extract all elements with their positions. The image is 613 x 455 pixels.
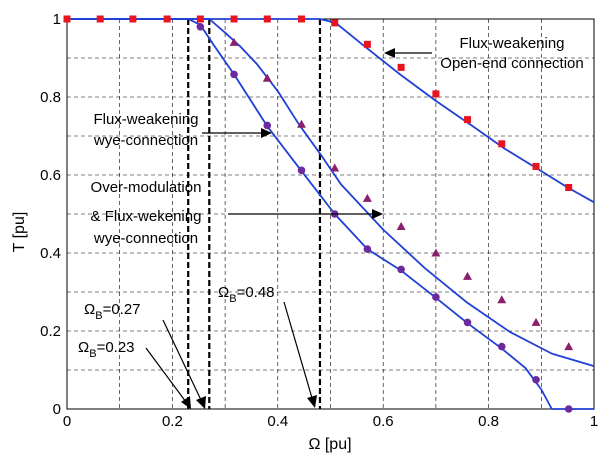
square-marker (432, 90, 440, 98)
circle-marker (230, 70, 238, 79)
annot-omega-048: ΩB=0.48 (218, 284, 275, 305)
circle-marker (263, 121, 272, 130)
omega-023-value: =0.23 (97, 339, 135, 356)
square-marker (464, 116, 472, 124)
arrowhead-overmod (372, 209, 383, 219)
y-tick-label: 0.4 (40, 245, 61, 262)
triangle-marker (396, 221, 406, 230)
annot-overmod-line2: & Flux-wekening (91, 208, 202, 225)
annot-open-end-line1: Flux-weakening (459, 35, 564, 52)
omega-048-symbol: Ω (218, 284, 229, 301)
square-marker (196, 15, 204, 23)
triangle-marker (362, 193, 372, 202)
plot-frame (66, 18, 595, 410)
annot-open-end-line2: Open-end connection (440, 55, 583, 72)
arrowhead-omega-027 (196, 396, 206, 409)
circle-marker (297, 166, 306, 175)
triangle-marker (297, 119, 307, 128)
omega-027-value: =0.27 (103, 301, 141, 318)
series-line-square (67, 18, 595, 204)
x-tick-label: 0 (63, 413, 71, 430)
triangle-marker (463, 271, 473, 280)
circle-marker (564, 405, 573, 413)
square-marker (163, 15, 171, 23)
annot-wye-line2: wye-connection (93, 132, 198, 149)
y-tick-label: 0.8 (40, 89, 61, 106)
triangle-marker (531, 317, 541, 326)
triangle-marker (262, 73, 272, 82)
arrow-omega-048 (283, 301, 313, 399)
y-tick-label: 0.2 (40, 323, 61, 340)
circle-marker (532, 375, 540, 384)
annotations: Flux-weakening Open-end connection Flux-… (78, 35, 584, 409)
annot-wye-line1: Flux-weakening (93, 111, 198, 128)
arrowhead-omega-048 (307, 395, 317, 408)
circle-marker (497, 342, 506, 351)
triangle-marker (497, 295, 507, 304)
square-marker (565, 183, 573, 191)
arrowhead-omega-023 (181, 396, 191, 409)
annot-overmod-line1: Over-modulation (91, 179, 202, 196)
x-tick-label: 0.2 (162, 413, 183, 430)
omega-027-symbol: Ω (84, 301, 95, 318)
x-tick-label: 0.8 (478, 413, 499, 430)
square-marker (397, 63, 405, 71)
omega-027-sub: B (95, 310, 102, 322)
square-marker (230, 15, 238, 23)
grid (67, 19, 594, 409)
square-marker (263, 15, 271, 23)
x-tick-label: 1 (590, 413, 598, 430)
annot-omega-027: ΩB=0.27 (84, 301, 141, 322)
omega-048-value: =0.48 (237, 284, 275, 301)
omega-048-sub: B (229, 293, 236, 305)
circle-marker (363, 245, 372, 253)
series-line-triangle (67, 18, 595, 367)
square-marker (63, 15, 71, 23)
annot-overmod-line3: wye-connection (93, 230, 198, 247)
circle-marker (463, 318, 472, 327)
square-marker (96, 15, 104, 23)
y-tick-label: 0 (53, 401, 61, 418)
square-marker (331, 19, 339, 27)
triangle-marker (564, 342, 574, 351)
arrowhead-open-end (384, 48, 395, 58)
x-tick-label: 0.4 (267, 413, 288, 430)
series-markers (63, 15, 574, 413)
square-marker (532, 162, 540, 170)
arrow-omega-027 (162, 319, 202, 401)
square-marker (363, 40, 371, 48)
arrow-omega-023 (145, 347, 187, 403)
x-tick-label: 0.6 (373, 413, 394, 430)
x-axis-label: Ω [pu] (308, 436, 351, 453)
y-tick-label: 1 (53, 11, 61, 28)
y-axis-label: T [pu] (11, 212, 28, 253)
omega-023-symbol: Ω (78, 339, 89, 356)
circle-marker (432, 293, 440, 301)
omega-023-sub: B (89, 348, 96, 360)
square-marker (129, 15, 137, 23)
triangle-marker (330, 163, 340, 172)
y-tick-label: 0.6 (40, 167, 61, 184)
square-marker (298, 15, 306, 23)
square-marker (498, 140, 506, 148)
arrowhead-wye (261, 128, 272, 138)
triangle-marker (431, 248, 441, 257)
tick-labels: 0 0.2 0.4 0.6 0.8 1 0 0.2 0.4 0.6 0.8 1 (40, 11, 598, 430)
annot-omega-023: ΩB=0.23 (78, 339, 135, 360)
circle-marker (397, 265, 405, 274)
annotation-arrows (145, 48, 432, 409)
circle-marker (196, 23, 205, 31)
triangle-marker (229, 37, 239, 46)
